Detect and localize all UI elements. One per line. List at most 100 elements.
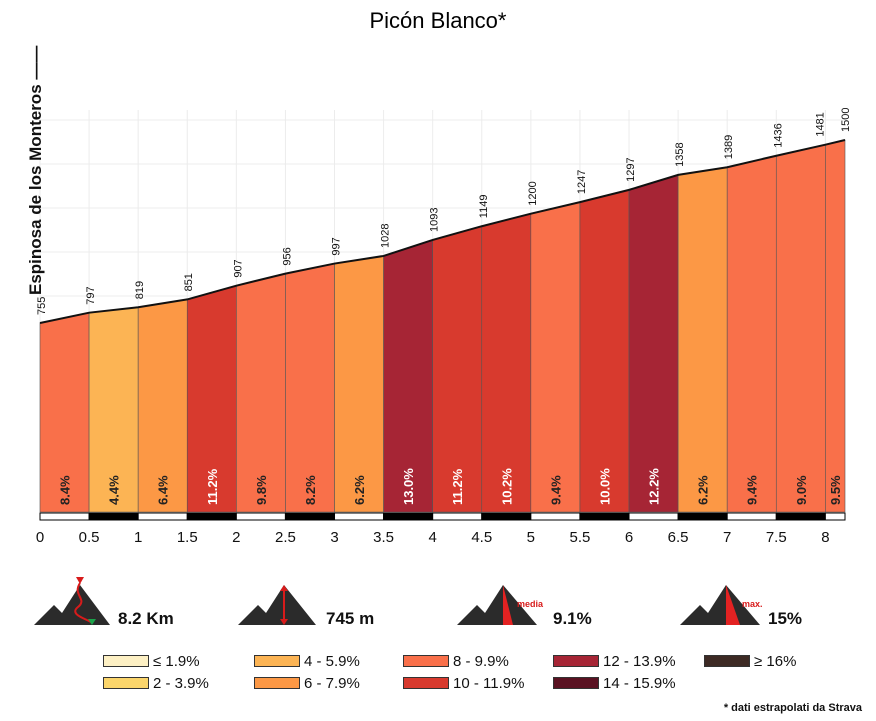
gradient-label: 8.2% [303, 475, 318, 505]
average-icon-label: media [517, 599, 544, 609]
footnote: * dati estrapolati da Strava [723, 702, 862, 714]
gradient-label: 9.4% [548, 475, 563, 505]
legend-swatch [704, 655, 750, 667]
gradient-label: 11.2% [205, 468, 220, 505]
gradient-label: 11.2% [450, 468, 465, 505]
elevation-label: 1028 [380, 223, 392, 247]
scale-bar-segment [726, 512, 777, 521]
gradient-label: 12.2% [647, 468, 662, 505]
legend-swatch [403, 655, 449, 667]
scale-bar-segment [284, 512, 336, 521]
legend-label: 12 - 13.9% [603, 653, 676, 670]
elevation-label: 997 [331, 237, 343, 255]
elevation-label: 1358 [674, 142, 686, 166]
scale-bar-segment [383, 512, 434, 521]
elevation-label: 797 [85, 286, 97, 304]
average-gradient-stat: media 9.1% [455, 575, 645, 635]
gradient-label: 9.4% [745, 475, 760, 505]
profile-segment [677, 166, 728, 513]
x-tick-label: 6.5 [668, 529, 689, 546]
scale-bar-segment [579, 512, 630, 521]
scale-bar-segment [628, 512, 679, 521]
gradient-label: 10.2% [499, 468, 514, 505]
legend-label: 4 - 5.9% [304, 653, 360, 670]
elevation-label: 1247 [576, 170, 588, 194]
legend-label: 2 - 3.9% [153, 675, 209, 692]
elevation-label: 1093 [429, 207, 441, 231]
elevation-label: 1149 [478, 195, 490, 219]
legend-swatch [254, 655, 300, 667]
gradient-label: 9.0% [794, 475, 809, 505]
scale-bar-segment [235, 512, 286, 521]
profile-line [39, 139, 846, 324]
scale-bar-segment [677, 512, 728, 521]
start-location-label: Espinosa de los Monteros —— [26, 45, 45, 295]
gradient-label: 6.4% [156, 475, 171, 505]
legend-label: ≥ 16% [754, 653, 797, 670]
scale-bar-segment [39, 512, 90, 521]
elevation-gain-icon [238, 585, 316, 625]
gradient-label: 13.0% [401, 468, 416, 505]
max-gradient-value: 15% [768, 609, 803, 628]
x-tick-label: 2 [232, 529, 240, 546]
x-tick-label: 5 [527, 529, 535, 546]
legend-swatch [553, 677, 599, 689]
legend-swatch [103, 655, 149, 667]
scale-bar-segment [775, 512, 826, 521]
elevation-label: 1297 [625, 157, 637, 181]
distance-value: 8.2 Km [118, 609, 174, 628]
elevation-label: 1500 [840, 108, 852, 132]
scale-bar-segment [432, 512, 483, 521]
scale-bar-segment [186, 512, 237, 521]
elevation-label: 956 [281, 247, 293, 265]
max-gradient-icon: max. [680, 585, 763, 625]
elevation-label: 1436 [772, 123, 784, 147]
summary-stats: 8.2 Km 745 m media 9.1% max. 15% [0, 575, 876, 635]
x-tick-label: 4.5 [471, 529, 492, 546]
legend-label: 14 - 15.9% [603, 675, 676, 692]
profile-segment [285, 263, 335, 513]
gradient-label: 4.4% [107, 475, 122, 505]
gradient-label: 9.8% [254, 475, 269, 505]
elevation-profile-chart: 8.4% 4.4% 6.4% 11.2% 9.8% 8.2% 6.2% 13.0% 11.2% 1… [36, 108, 852, 546]
route-distance-icon [34, 577, 110, 625]
legend-swatch [254, 677, 300, 689]
elevation-label: 755 [36, 297, 48, 315]
legend-label: 10 - 11.9% [453, 675, 525, 692]
legend-swatch [103, 677, 149, 689]
elevation-label: 819 [134, 281, 146, 299]
gradient-label: 10.0% [597, 468, 612, 505]
gradient-label: 9.5% [828, 475, 843, 505]
x-tick-label: 3.5 [373, 529, 394, 546]
elevation-gain-stat: 745 m [236, 575, 416, 635]
x-tick-label: 7 [723, 529, 731, 546]
scale-bar-segment [481, 512, 532, 521]
profile-segment [825, 139, 846, 513]
elevation-label: 1200 [527, 181, 539, 205]
x-tick-label: 2.5 [275, 529, 296, 546]
legend-label: 6 - 7.9% [304, 675, 360, 692]
elevation-label: 1481 [814, 112, 826, 136]
profile-segment [775, 144, 826, 513]
scale-bar-segment [88, 512, 139, 521]
gradient-label: 8.4% [58, 475, 73, 505]
x-tick-label: 4 [429, 529, 437, 546]
profile-segment [481, 213, 532, 513]
elevation-label: 907 [232, 259, 244, 277]
x-tick-label: 0 [36, 529, 44, 546]
average-gradient-value: 9.1% [553, 609, 592, 628]
gradient-label: 6.2% [352, 475, 367, 505]
profile-segment [628, 174, 679, 513]
max-gradient-stat: max. 15% [678, 575, 868, 635]
x-tick-label: 6 [625, 529, 633, 546]
legend-label: ≤ 1.9% [153, 653, 200, 670]
distance-stat: 8.2 Km [32, 575, 212, 635]
profile-segment [579, 189, 630, 513]
x-tick-label: 8 [821, 529, 829, 546]
profile-segment [334, 255, 384, 513]
legend-swatch [403, 677, 449, 689]
x-tick-label: 7.5 [766, 529, 787, 546]
scale-bar-segment [334, 512, 385, 521]
elevation-label: 1389 [723, 135, 735, 159]
scale-bar-segment [137, 512, 188, 521]
